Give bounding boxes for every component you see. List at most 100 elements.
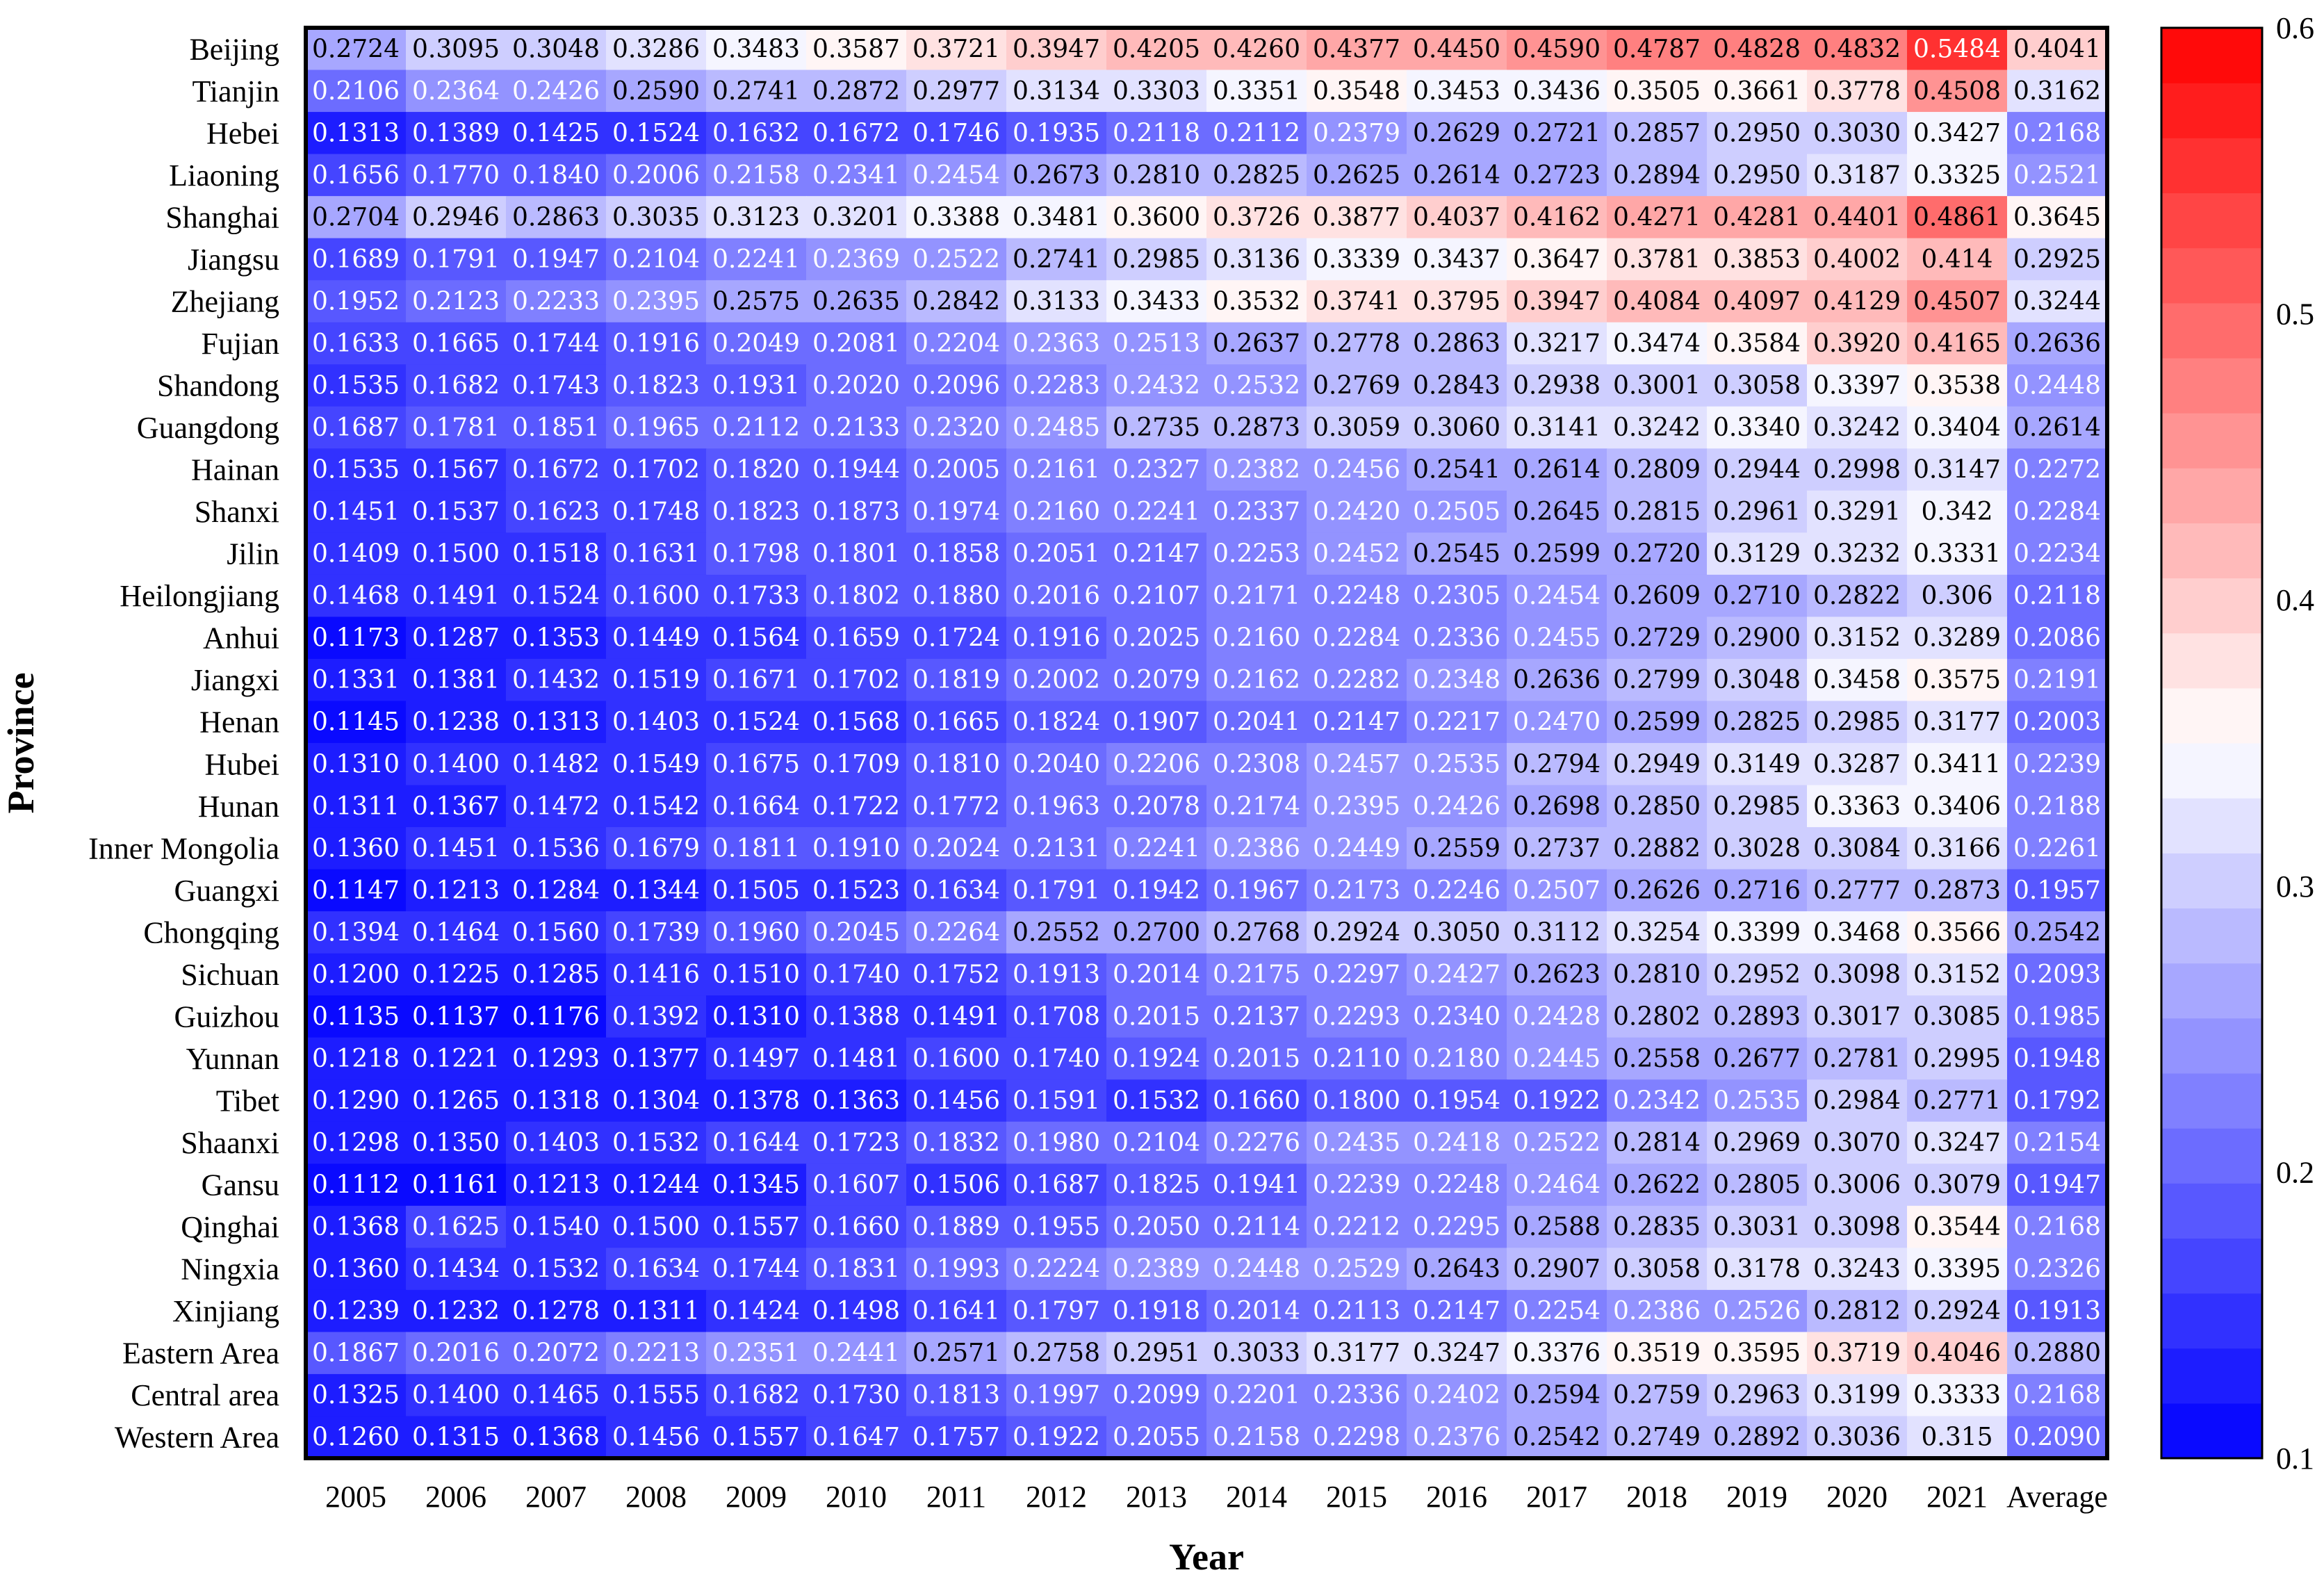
heatmap-cell-value: 0.3778 (1813, 77, 1901, 106)
heatmap-cell (606, 406, 707, 449)
heatmap-cell (406, 1248, 507, 1291)
heatmap-cell (1807, 743, 1908, 786)
heatmap-cell-value: 0.3242 (1813, 414, 1901, 442)
heatmap-cell-value: 0.1313 (512, 708, 600, 737)
heatmap-cell-value: 0.1311 (612, 1297, 700, 1325)
heatmap-cell (1307, 1332, 1407, 1375)
heatmap-cell (406, 869, 507, 912)
heatmap-cell-value: 0.2168 (2013, 119, 2101, 147)
heatmap-cell (706, 995, 807, 1038)
heatmap-cell-value: 0.3162 (2013, 77, 2101, 106)
year-label: 2011 (926, 1480, 986, 1514)
heatmap-cell-value: 0.4861 (1913, 203, 2001, 231)
heatmap-cell (1006, 995, 1107, 1038)
heatmap-cell (806, 827, 907, 870)
heatmap-cell (1607, 406, 1708, 449)
heatmap-cell (306, 743, 407, 786)
heatmap-cell-value: 0.1360 (312, 1255, 400, 1284)
heatmap-cell-value: 0.1801 (812, 540, 900, 569)
heatmap-cell-value: 0.2850 (1613, 792, 1701, 821)
heatmap-cell-value: 0.1723 (812, 1129, 900, 1157)
heatmap-cell (1507, 1373, 1607, 1417)
heatmap-cell (1907, 1416, 2008, 1459)
heatmap-cell-value: 0.2049 (712, 329, 800, 358)
heatmap-cell (1807, 364, 1908, 407)
heatmap-cell-value: 0.3247 (1413, 1339, 1500, 1368)
heatmap-cell (1106, 1332, 1207, 1375)
heatmap-cell-value: 0.2873 (1913, 876, 2001, 905)
heatmap-cell-value: 0.2147 (1313, 708, 1400, 737)
heatmap-cell (1707, 869, 1808, 912)
heatmap-cell-value: 0.1600 (612, 582, 700, 610)
heatmap-cell (1807, 406, 1908, 449)
heatmap-cell-value: 0.1689 (312, 245, 400, 274)
heatmap-cell (1907, 28, 2008, 71)
heatmap-cell (1407, 869, 1507, 912)
heatmap-cell (706, 1037, 807, 1080)
heatmap-cell-value: 0.3538 (1913, 372, 2001, 400)
heatmap-cell (1407, 28, 1507, 71)
heatmap-cell (1707, 70, 1808, 113)
heatmap-cell (806, 1037, 907, 1080)
heatmap-cell-value: 0.2133 (812, 414, 900, 442)
heatmap-cell (1507, 785, 1607, 828)
heatmap-cell (1206, 322, 1307, 365)
colorbar-step (2161, 963, 2262, 1019)
heatmap-cell (1006, 1205, 1107, 1248)
heatmap-cell-value: 0.1916 (612, 329, 700, 358)
heatmap-cell-value: 0.1400 (412, 750, 500, 778)
heatmap-cell-value: 0.3079 (1913, 1171, 2001, 1200)
heatmap-cell (606, 196, 707, 239)
heatmap-cell-value: 0.1916 (1013, 624, 1100, 653)
heatmap-cell (1106, 1121, 1207, 1164)
heatmap-cell-value: 0.3060 (1413, 414, 1500, 442)
province-label: Xinjiang (172, 1294, 279, 1328)
heatmap-cell (1206, 1121, 1307, 1164)
heatmap-cell-value: 0.3397 (1813, 372, 1901, 400)
heatmap-cell-value: 0.1318 (512, 1087, 600, 1116)
heatmap-cell (1807, 448, 1908, 491)
heatmap-cell-value: 0.1564 (712, 624, 800, 653)
heatmap-cell-value: 0.1823 (712, 498, 800, 526)
heatmap-cell (806, 196, 907, 239)
colorbar-tick-labels: 0.1 0.2 0.3 0.4 0.5 0.6 (2276, 11, 2314, 1476)
heatmap-cell (1006, 280, 1107, 323)
heatmap-cell (1006, 953, 1107, 996)
heatmap-cell (606, 869, 707, 912)
heatmap-cell-value: 0.1633 (312, 329, 400, 358)
heatmap-cell (1507, 1416, 1607, 1459)
heatmap-cell-value: 0.1910 (812, 834, 900, 863)
heatmap-cell-value: 0.1392 (612, 1002, 700, 1031)
heatmap-cell-value: 0.2131 (1013, 834, 1100, 863)
heatmap-cell (906, 322, 1007, 365)
heatmap-cell (1907, 1163, 2008, 1207)
heatmap-cell (1607, 322, 1708, 365)
heatmap-cell (306, 364, 407, 407)
heatmap-cell-value: 0.1532 (1113, 1087, 1200, 1116)
heatmap-cell-value: 0.2541 (1413, 456, 1500, 484)
heatmap-cell-value: 0.1425 (512, 119, 600, 147)
heatmap-cell-value: 0.2158 (1213, 1423, 1300, 1452)
heatmap-cell (506, 1121, 607, 1164)
heatmap-cell (1907, 238, 2008, 281)
heatmap-cell (506, 364, 607, 407)
colorbar-step (2161, 1128, 2262, 1184)
heatmap-cell (1006, 154, 1107, 197)
heatmap-cell-value: 0.2985 (1713, 792, 1801, 821)
heatmap-cell (2007, 1289, 2108, 1333)
heatmap-cell-value: 0.2938 (1513, 372, 1601, 400)
heatmap-cell-value: 0.1315 (412, 1423, 500, 1452)
heatmap-cell (306, 1037, 407, 1080)
heatmap-cell-value: 0.1549 (612, 750, 700, 778)
heatmap-cell (1607, 785, 1708, 828)
heatmap-cell-value: 0.2348 (1413, 666, 1500, 694)
heatmap-cell-value: 0.3243 (1813, 1255, 1901, 1284)
heatmap-cell-value: 0.2191 (2013, 666, 2101, 694)
heatmap-cell (1507, 1121, 1607, 1164)
heatmap-cell (1006, 532, 1107, 575)
heatmap-cell (1206, 1289, 1307, 1333)
heatmap-cell (1607, 1373, 1708, 1417)
heatmap-cell-value: 0.1378 (712, 1087, 800, 1116)
heatmap-cell (1707, 827, 1808, 870)
heatmap-cell (706, 364, 807, 407)
